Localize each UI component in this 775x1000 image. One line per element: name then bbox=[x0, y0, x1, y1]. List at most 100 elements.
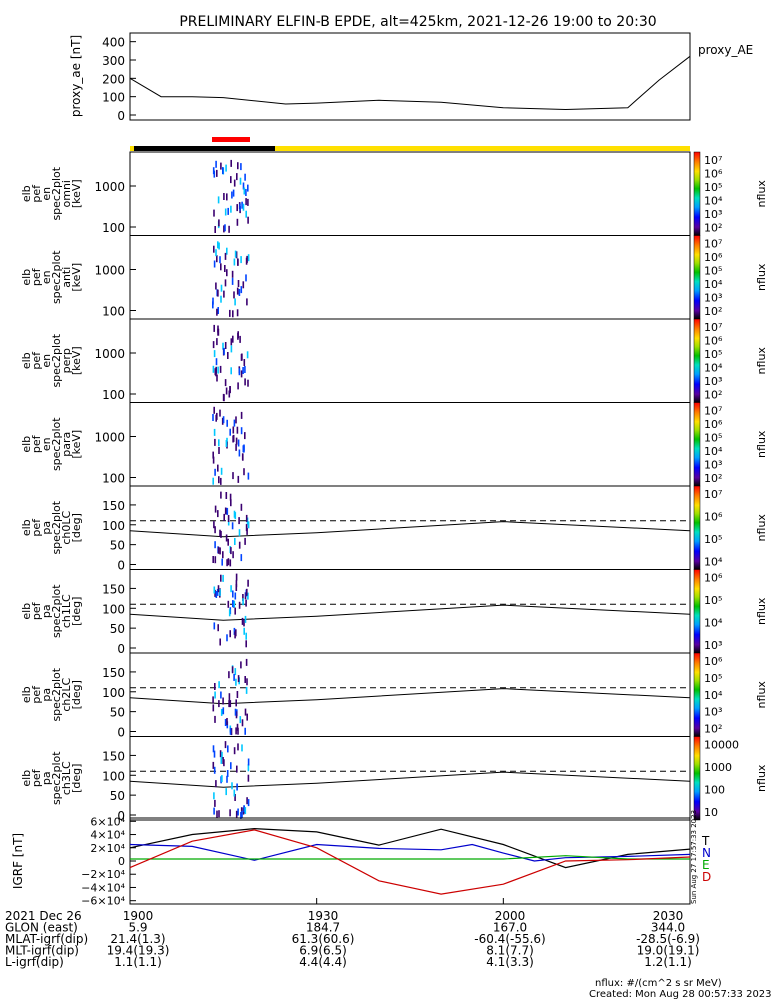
ephemeris-value: 6.9(6.5) bbox=[299, 944, 347, 958]
ephemeris-value: 5.9 bbox=[128, 921, 147, 935]
colorbar-label: nflux bbox=[755, 764, 768, 792]
flux-pixel bbox=[229, 727, 232, 735]
colorbar-tick-label: 10⁴ bbox=[704, 689, 723, 702]
ephemeris-row-label: MLAT-igrf(dip) bbox=[5, 932, 88, 946]
flux-pixel bbox=[215, 780, 217, 788]
ephemeris-value: 4.4(4.4) bbox=[299, 955, 347, 969]
panel-ytick-label: 100 bbox=[102, 472, 125, 486]
flux-pixel bbox=[243, 468, 245, 476]
colorbar-tick-label: 10⁴ bbox=[704, 617, 723, 630]
flux-pixel bbox=[238, 289, 241, 296]
panel-label: pa bbox=[40, 521, 53, 535]
flux-pixel bbox=[234, 607, 236, 615]
flux-pixel bbox=[246, 713, 248, 721]
flux-pixel bbox=[225, 387, 228, 395]
flux-pixel bbox=[247, 774, 250, 782]
panel-label: omni bbox=[60, 180, 73, 207]
flux-pixel bbox=[227, 207, 229, 215]
igrf-ytick-label: 0 bbox=[118, 855, 125, 868]
flux-pixel bbox=[218, 810, 220, 818]
flux-pixel bbox=[239, 335, 241, 343]
colorbar-tick-label: 10² bbox=[704, 472, 722, 485]
panel-label: elb bbox=[20, 770, 33, 787]
ephemeris-value: 61.3(60.6) bbox=[292, 932, 355, 946]
panel-ytick-label: 50 bbox=[110, 539, 125, 553]
flux-pixel bbox=[240, 554, 243, 562]
flux-pixel bbox=[245, 599, 247, 607]
flux-pixel bbox=[230, 345, 233, 353]
flux-pixel bbox=[239, 177, 242, 185]
panel-ytick-label: 50 bbox=[110, 706, 125, 720]
flux-pixel bbox=[244, 615, 247, 623]
flux-pixel bbox=[216, 255, 218, 263]
flux-pixel bbox=[235, 573, 238, 581]
flux-pixel bbox=[220, 491, 222, 499]
colorbar bbox=[693, 736, 701, 821]
flux-pixel bbox=[232, 435, 234, 443]
flux-pixel bbox=[241, 353, 243, 361]
flux-pixel bbox=[232, 551, 234, 559]
flux-pixel bbox=[228, 390, 231, 398]
flux-pixel bbox=[237, 675, 240, 683]
flux-pixel bbox=[217, 241, 219, 249]
ephemeris-value: 167.0 bbox=[493, 921, 527, 935]
flux-pixel bbox=[247, 472, 250, 480]
panel-ytick-label: 100 bbox=[102, 388, 125, 402]
colorbar-tick-label: 10⁴ bbox=[704, 445, 723, 458]
flux-pixel bbox=[244, 727, 246, 735]
flux-pixel bbox=[244, 173, 246, 181]
flux-pixel bbox=[236, 218, 239, 226]
flux-pixel bbox=[237, 162, 239, 170]
flux-pixel bbox=[244, 537, 246, 545]
igrf-series-line bbox=[129, 843, 691, 862]
ephemeris-value: 184.7 bbox=[306, 921, 340, 935]
flux-pixel bbox=[233, 789, 236, 797]
flux-pixel bbox=[243, 805, 245, 813]
flux-pixel bbox=[225, 440, 228, 447]
panel-label: perp bbox=[60, 348, 73, 373]
ephemeris-value: 21.4(1.3) bbox=[110, 932, 165, 946]
igrf-series-line bbox=[129, 829, 691, 895]
panel-label: pef bbox=[30, 351, 43, 370]
flux-pixel bbox=[240, 661, 242, 669]
colorbar-tick-label: 100 bbox=[704, 784, 725, 797]
colorbar-label: nflux bbox=[755, 514, 768, 542]
flux-pixel bbox=[220, 477, 222, 485]
flux-pixel bbox=[230, 762, 232, 770]
flux-pixel bbox=[221, 751, 223, 759]
flux-pixel bbox=[231, 522, 234, 530]
flux-pixel bbox=[214, 226, 216, 233]
panel-frame bbox=[129, 736, 691, 821]
flux-pixel bbox=[240, 411, 243, 419]
colorbar-tick-label: 10⁶ bbox=[704, 168, 723, 181]
flux-pixel bbox=[234, 794, 236, 801]
figure-title: PRELIMINARY ELFIN-B EPDE, alt=425km, 202… bbox=[179, 14, 656, 30]
ephemeris-value: 2000 bbox=[495, 909, 526, 923]
flux-pixel bbox=[233, 510, 236, 518]
flux-pixel bbox=[235, 678, 237, 686]
flux-pixel bbox=[233, 291, 235, 299]
flux-pixel bbox=[215, 369, 217, 377]
flux-pixel bbox=[243, 444, 245, 452]
flux-pixel bbox=[226, 419, 228, 427]
spectrogram-panel: 1000100elbpefenspec2plotomni[keV]10⁷10⁶1… bbox=[20, 151, 768, 236]
panel-ytick-label: 50 bbox=[110, 789, 125, 803]
flux-pixel bbox=[216, 810, 218, 818]
panel-label: pef bbox=[30, 518, 43, 537]
flux-pixel bbox=[234, 250, 237, 258]
flux-pixel bbox=[224, 379, 227, 387]
panel-ytick-label: 0 bbox=[117, 809, 125, 823]
igrf-series-line bbox=[130, 855, 690, 860]
flux-pixel bbox=[247, 799, 250, 807]
ae-ytick-label: 400 bbox=[102, 36, 125, 50]
flux-pixel bbox=[228, 671, 230, 679]
flux-pixel bbox=[212, 365, 215, 373]
flux-pixel bbox=[246, 527, 248, 535]
panel-label: spec2plot bbox=[50, 250, 63, 304]
flux-pixel bbox=[222, 574, 224, 582]
panel-label: ch0LC bbox=[60, 511, 73, 545]
flux-pixel bbox=[226, 775, 228, 783]
flux-pixel bbox=[215, 160, 217, 168]
